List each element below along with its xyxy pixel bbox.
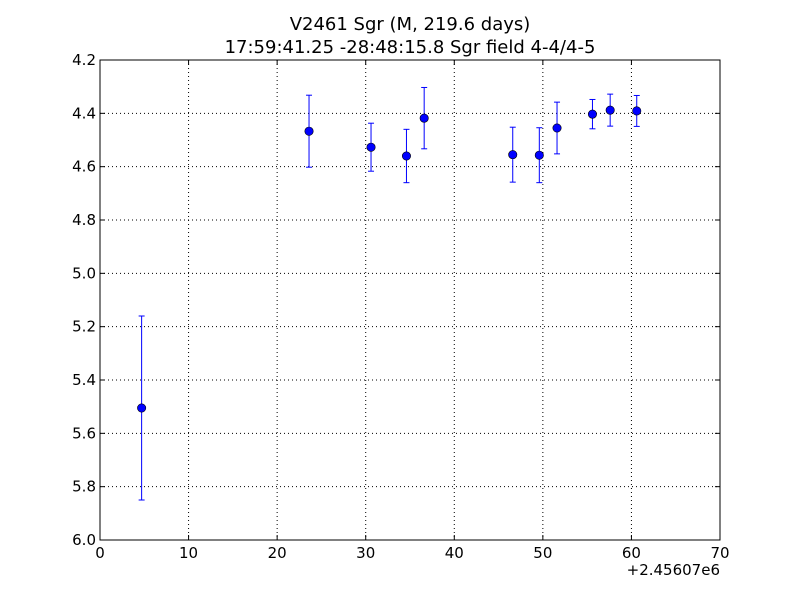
y-tick-label: 4.6 bbox=[72, 158, 96, 176]
chart-title: V2461 Sgr (M, 219.6 days) bbox=[290, 14, 531, 35]
x-tick-label: 10 bbox=[179, 544, 198, 562]
data-point bbox=[552, 123, 562, 133]
plot-area-frame bbox=[99, 59, 721, 541]
y-tick-label: 5.4 bbox=[72, 371, 96, 389]
x-tick-label: 0 bbox=[95, 544, 105, 562]
axis-ticks: 0 10 20 30 40 50 60 70 4.2 4.4 4.6 4.8 5.0 5.2 5.4 5.6 5… bbox=[72, 51, 729, 562]
y-tick-label: 5.6 bbox=[72, 424, 96, 442]
data-point bbox=[304, 126, 314, 136]
x-tick-label: 20 bbox=[268, 544, 287, 562]
grid bbox=[100, 60, 720, 540]
data-point bbox=[587, 109, 597, 119]
data-point bbox=[366, 142, 376, 152]
x-tick-label: 40 bbox=[445, 544, 464, 562]
y-tick-label: 5.0 bbox=[72, 264, 96, 282]
data-point bbox=[534, 150, 544, 160]
data-point bbox=[419, 113, 429, 123]
x-tick-label: 30 bbox=[356, 544, 375, 562]
data-point bbox=[401, 151, 411, 161]
x-tick-label: 50 bbox=[533, 544, 552, 562]
x-axis-offset-label: +2.45607e6 bbox=[627, 561, 720, 579]
x-tick-label: 70 bbox=[710, 544, 729, 562]
data-series bbox=[137, 86, 642, 501]
chart-subtitle: 17:59:41.25 -28:48:15.8 Sgr field 4-4/4-… bbox=[225, 37, 596, 58]
data-point bbox=[632, 106, 642, 116]
y-tick-label: 6.0 bbox=[72, 531, 96, 549]
y-tick-label: 5.8 bbox=[72, 478, 96, 496]
data-point bbox=[137, 403, 147, 413]
y-tick-label: 4.8 bbox=[72, 211, 96, 229]
x-tick-label: 60 bbox=[622, 544, 641, 562]
y-tick-label: 4.4 bbox=[72, 104, 96, 122]
data-point bbox=[605, 105, 615, 115]
y-tick-label: 5.2 bbox=[72, 318, 96, 336]
data-point bbox=[508, 150, 518, 160]
y-tick-label: 4.2 bbox=[72, 51, 96, 69]
